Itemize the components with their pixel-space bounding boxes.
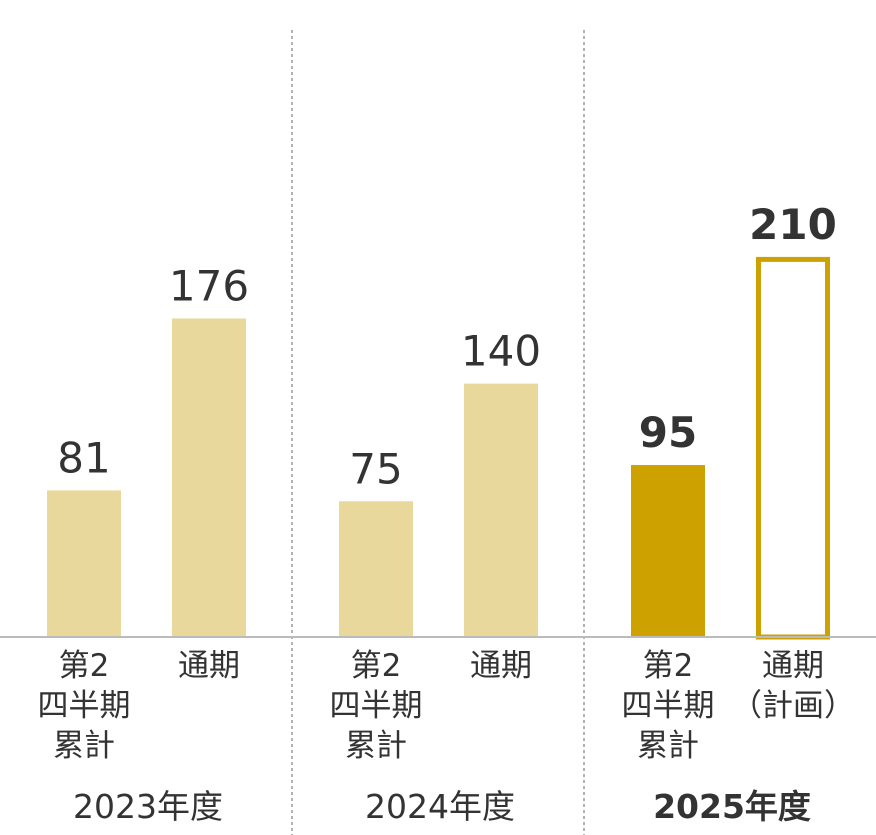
category-label: 第2 四半期累計 [622, 648, 715, 764]
category-label-line: （計画） [731, 688, 855, 724]
group-label: 2024年度 [365, 787, 515, 826]
bar [172, 318, 246, 637]
category-label: 第2 四半期累計 [330, 648, 423, 764]
category-label: 第2 四半期累計 [38, 648, 131, 764]
category-label-line: 四半期 [622, 688, 715, 724]
data-label: 75 [349, 444, 402, 493]
bar [756, 256, 830, 640]
group-label: 2025年度 [653, 787, 811, 826]
category-label-line: 通期 [178, 648, 240, 684]
bar [47, 490, 121, 637]
data-label: 81 [57, 433, 110, 482]
category-label-line: 第2 [643, 648, 694, 684]
category-label-line: 第2 [351, 648, 402, 684]
bar [631, 465, 705, 637]
data-label: 140 [461, 327, 541, 376]
category-label: 通期 [178, 648, 240, 684]
data-label: 176 [169, 261, 249, 310]
category-label-line: 四半期 [38, 688, 131, 724]
group-label: 2023年度 [73, 787, 223, 826]
category-label-line: 第2 [59, 648, 110, 684]
category-label-line: 通期 [762, 648, 824, 684]
category-label-line: 累計 [345, 728, 407, 764]
category-label: 通期 [470, 648, 532, 684]
bar [464, 383, 538, 637]
category-label: 通期 （計画） [731, 648, 855, 724]
category-label-line: 累計 [53, 728, 115, 764]
category-label-line: 累計 [637, 728, 699, 764]
category-label-line: 四半期 [330, 688, 423, 724]
data-label: 210 [749, 200, 837, 249]
data-label: 95 [639, 408, 697, 457]
bar [339, 501, 413, 637]
category-label-line: 通期 [470, 648, 532, 684]
